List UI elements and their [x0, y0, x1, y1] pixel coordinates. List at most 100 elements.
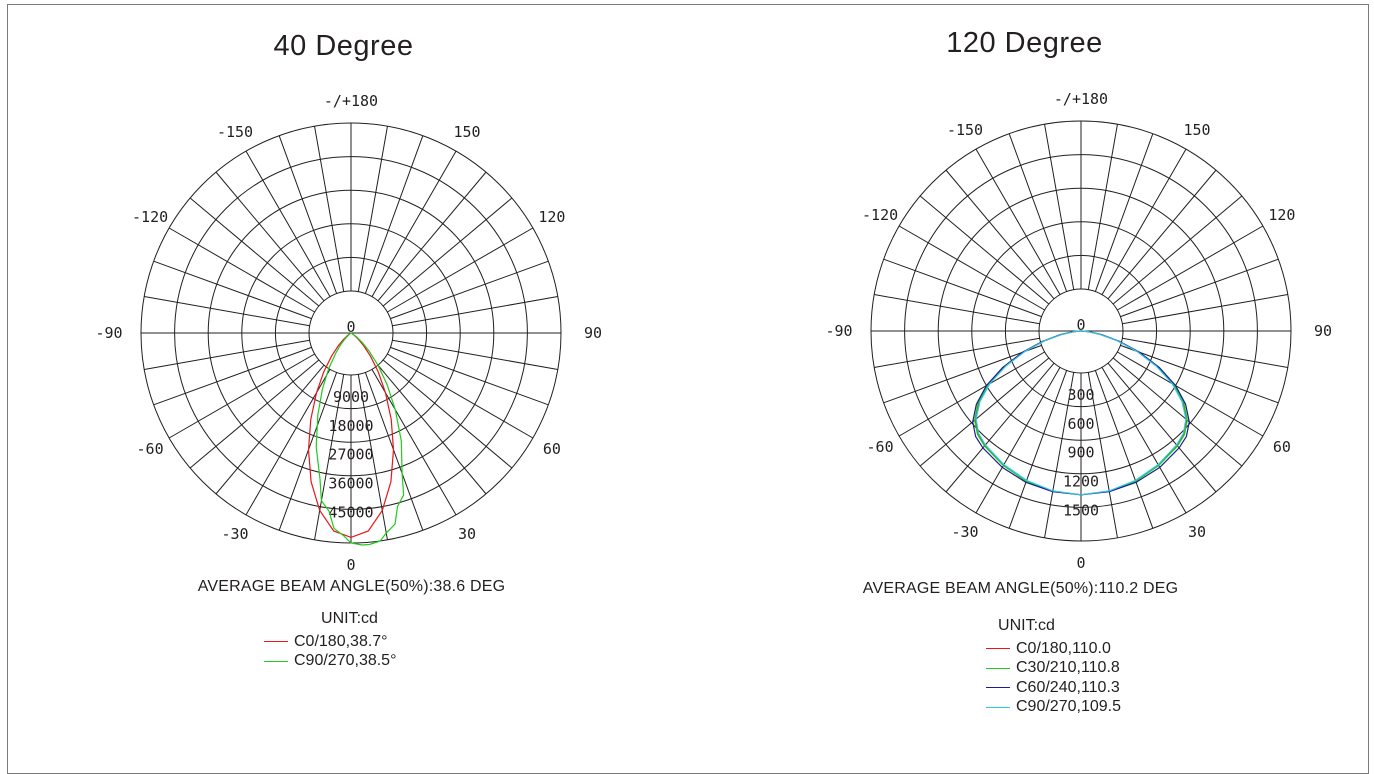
grid-spoke — [364, 372, 424, 531]
radial-tick-label: 300 — [1067, 386, 1094, 404]
angle-tick-label: -90 — [95, 324, 122, 342]
polar-plot-120-degree: -/+1801501209060300-30-60-90-120-1500300… — [825, 90, 1332, 572]
grid-spoke — [314, 374, 345, 540]
grid-spoke — [1120, 344, 1279, 404]
grid-spoke — [945, 169, 1055, 300]
grid-spoke — [874, 294, 1040, 325]
grid-spoke — [364, 135, 424, 294]
radial-tick-label: 36000 — [328, 475, 373, 493]
series-curve — [307, 332, 395, 539]
grid-spoke — [1107, 362, 1217, 493]
grid-spoke — [919, 357, 1050, 467]
grid-spoke — [189, 359, 320, 469]
radial-tick-label: 9000 — [333, 388, 369, 406]
legend-label: C90/270,109.5 — [1016, 698, 1121, 716]
angle-tick-label: 90 — [1314, 322, 1332, 340]
series-curve — [975, 330, 1187, 496]
grid-spoke — [975, 367, 1061, 514]
legend-item: C30/210,110.8 — [986, 659, 1121, 679]
angle-tick-label: 30 — [1188, 523, 1206, 541]
angle-tick-label: 150 — [453, 123, 480, 141]
legend-swatch — [986, 648, 1010, 650]
chart-title: 40 Degree — [273, 30, 414, 62]
legend-swatch — [986, 706, 1010, 708]
grid-spoke — [144, 339, 310, 370]
legend-swatch — [986, 667, 1010, 669]
chart-title: 120 Degree — [946, 27, 1103, 59]
grid-spoke — [377, 364, 487, 495]
legend: C0/180,38.7° C90/270,38.5° — [264, 632, 396, 671]
radial-tick-label: 18000 — [328, 417, 373, 435]
legend-swatch — [264, 641, 288, 643]
angle-tick-label: -90 — [825, 322, 852, 340]
angle-tick-label: -120 — [132, 208, 168, 226]
grid-spoke — [1107, 169, 1217, 300]
grid-spoke — [390, 260, 549, 320]
grid-spoke — [1044, 124, 1075, 290]
grid-spoke — [382, 197, 513, 307]
legend-item: C90/270,38.5° — [264, 652, 396, 672]
angle-tick-label: 30 — [458, 525, 476, 543]
angle-tick-label: -150 — [947, 121, 983, 139]
legend-label: C60/240,110.3 — [1016, 678, 1120, 696]
legend-item: C90/270,109.5 — [986, 698, 1121, 718]
grid-spoke — [1087, 372, 1118, 538]
legend-swatch — [986, 687, 1010, 689]
legend-label: C90/270,38.5° — [294, 652, 397, 670]
grid-spoke — [390, 346, 549, 406]
grid-spoke — [387, 353, 534, 439]
legend-item: C0/180,110.0 — [986, 639, 1121, 659]
grid-spoke — [1094, 133, 1154, 292]
radial-tick-label: 900 — [1067, 444, 1094, 462]
grid-spoke — [1117, 225, 1264, 311]
grid-spoke — [1112, 357, 1243, 467]
angle-tick-label: 0 — [1076, 554, 1085, 572]
grid-spoke — [357, 126, 388, 292]
grid-spoke — [1044, 372, 1075, 538]
angle-tick-label: 120 — [1268, 206, 1295, 224]
grid-spoke — [945, 362, 1055, 493]
grid-spoke — [392, 296, 558, 327]
grid-spoke — [1101, 148, 1187, 295]
angle-tick-label: 0 — [346, 556, 355, 574]
grid-spoke — [387, 227, 534, 313]
radial-tick-label: 45000 — [328, 503, 373, 521]
grid-spoke — [215, 364, 325, 495]
grid-spoke — [382, 359, 513, 469]
angle-tick-label: -30 — [221, 525, 248, 543]
unit-label: UNIT:cd — [998, 617, 1055, 634]
angle-tick-label: 120 — [538, 208, 565, 226]
angle-tick-label: -/+180 — [324, 92, 378, 110]
grid-spoke — [153, 346, 312, 406]
chart-panel-120-degree: 120 Degree -/+180 150 120 90 60 30 0 -30 -60 -90-… — [687, 0, 1374, 761]
angle-tick-label: 60 — [543, 440, 561, 458]
radial-tick-label: 1500 — [1063, 501, 1099, 519]
radial-tick-label: 600 — [1067, 415, 1094, 433]
grid-spoke — [1008, 370, 1068, 529]
legend: C0/180,110.0 C30/210,110.8 C60/240,110.3… — [986, 639, 1121, 717]
radial-tick-label: 1200 — [1063, 473, 1099, 491]
angle-tick-label: 60 — [1273, 438, 1291, 456]
grid-spoke — [874, 337, 1040, 368]
chart-panel-40-degree: 40 Degree -/+180 150 120 90 60 30 0 -30 -60 -90 -1… — [0, 0, 687, 761]
grid-spoke — [153, 260, 312, 320]
grid-spoke — [1122, 294, 1288, 325]
angle-tick-label: -150 — [217, 123, 253, 141]
grid-spoke — [1117, 351, 1264, 437]
grid-spoke — [278, 372, 338, 531]
legend-swatch — [264, 660, 288, 662]
radial-origin-label: 0 — [1076, 316, 1085, 334]
grid-spoke — [919, 195, 1050, 305]
grid-spoke — [189, 197, 320, 307]
grid-spoke — [1008, 133, 1068, 292]
beam-angle-text: AVERAGE BEAM ANGLE(50%):38.6 DEG — [197, 578, 506, 595]
angle-tick-label: -120 — [862, 206, 898, 224]
angle-tick-label: 150 — [1183, 121, 1210, 139]
grid-spoke — [215, 171, 325, 302]
unit-label: UNIT:cd — [321, 610, 378, 627]
grid-spoke — [1094, 370, 1154, 529]
polar-plot-40-degree: -/+180 150 120 90 60 30 0 -30 -60 -90 -120 -150 0 900… — [95, 92, 602, 574]
grid-spoke — [371, 150, 457, 297]
legend-label: C0/180,38.7° — [294, 632, 388, 650]
grid-spoke — [1101, 367, 1187, 514]
